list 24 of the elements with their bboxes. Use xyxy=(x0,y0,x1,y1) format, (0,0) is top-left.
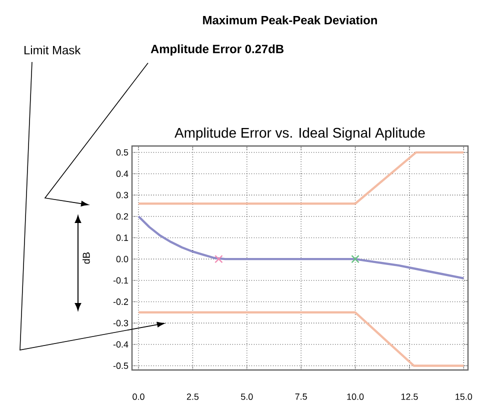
y-tick-label: -0.5 xyxy=(113,362,128,369)
x-tick-label: 5.0 xyxy=(241,394,253,400)
x-tick-label: 0.0 xyxy=(132,394,144,400)
text: Maximum Peak-Peak Deviation xyxy=(203,16,377,24)
y-tick-label: 0.5 xyxy=(116,149,128,156)
y-axis-title: dB xyxy=(82,252,90,264)
y-tick-label: -0.4 xyxy=(113,341,128,348)
y-tick-label: -0.2 xyxy=(113,298,128,305)
x-tick-label: 12.5 xyxy=(401,394,418,400)
y-tick-label: -0.3 xyxy=(113,320,128,326)
y-tick-label: 0.2 xyxy=(116,213,128,220)
x-tick-label: 7.5 xyxy=(295,394,307,400)
y-tick-label: 0.4 xyxy=(116,170,128,177)
y-tick-label: 0.3 xyxy=(116,192,128,198)
y-tick-label: -0.1 xyxy=(113,277,128,284)
line-series xyxy=(137,215,465,280)
y-tick-label: 0.0 xyxy=(116,256,128,262)
chart-title: Amplitude Error vs. Ideal Signal Aplitude xyxy=(174,128,425,141)
x-tick-label: 15.0 xyxy=(456,394,472,400)
text: Amplitude Error 0.27dB xyxy=(150,44,284,56)
x-tick-label: 10.0 xyxy=(347,394,364,400)
x-tick-label: 2.5 xyxy=(186,394,199,400)
text: Limit Mask xyxy=(24,46,81,54)
y-tick-label: 0.1 xyxy=(116,234,128,241)
